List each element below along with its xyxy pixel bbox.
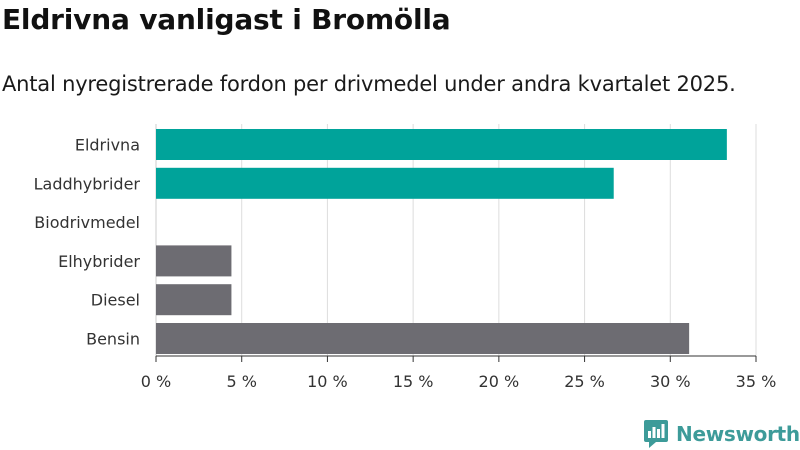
x-axis: 0 % 5 % 10 % 15 % 20 % 25 % 30 % 35 % (141, 355, 777, 391)
x-tick-label: 35 % (736, 372, 777, 391)
x-tick-label: 5 % (226, 372, 256, 391)
chart-title: Eldrivna vanligast i Bromölla (2, 3, 451, 36)
category-label-eldrivna: Eldrivna (75, 136, 140, 155)
gridlines (155, 124, 757, 356)
x-tick-label: 0 % (141, 372, 171, 391)
newsworthy-logo: Newsworthy (644, 419, 800, 449)
x-tick-label: 30 % (650, 372, 691, 391)
category-labels: Eldrivna Laddhybrider Biodrivmedel Elhybrid… (34, 136, 141, 349)
x-tick-label: 15 % (393, 372, 434, 391)
bar-eldrivna (156, 129, 727, 160)
bar-laddhybrider (156, 167, 614, 199)
x-tick-label: 10 % (307, 372, 348, 391)
bar-elhybrider (156, 245, 232, 277)
chart-subtitle: Antal nyregistrerade fordon per drivmede… (2, 72, 736, 96)
bars (156, 129, 727, 354)
bar-diesel (156, 284, 232, 316)
newsworthy-logo-icon (644, 420, 668, 448)
category-label-elhybrider: Elhybrider (58, 252, 140, 271)
category-label-bensin: Bensin (86, 330, 140, 349)
x-tick-label: 20 % (479, 372, 520, 391)
category-label-diesel: Diesel (91, 291, 140, 310)
brand-name: Newsworthy (676, 422, 800, 446)
x-tick-label: 25 % (564, 372, 605, 391)
category-label-laddhybrider: Laddhybrider (34, 174, 141, 193)
category-label-biodrivmedel: Biodrivmedel (34, 213, 140, 232)
bar-bensin (156, 323, 690, 354)
